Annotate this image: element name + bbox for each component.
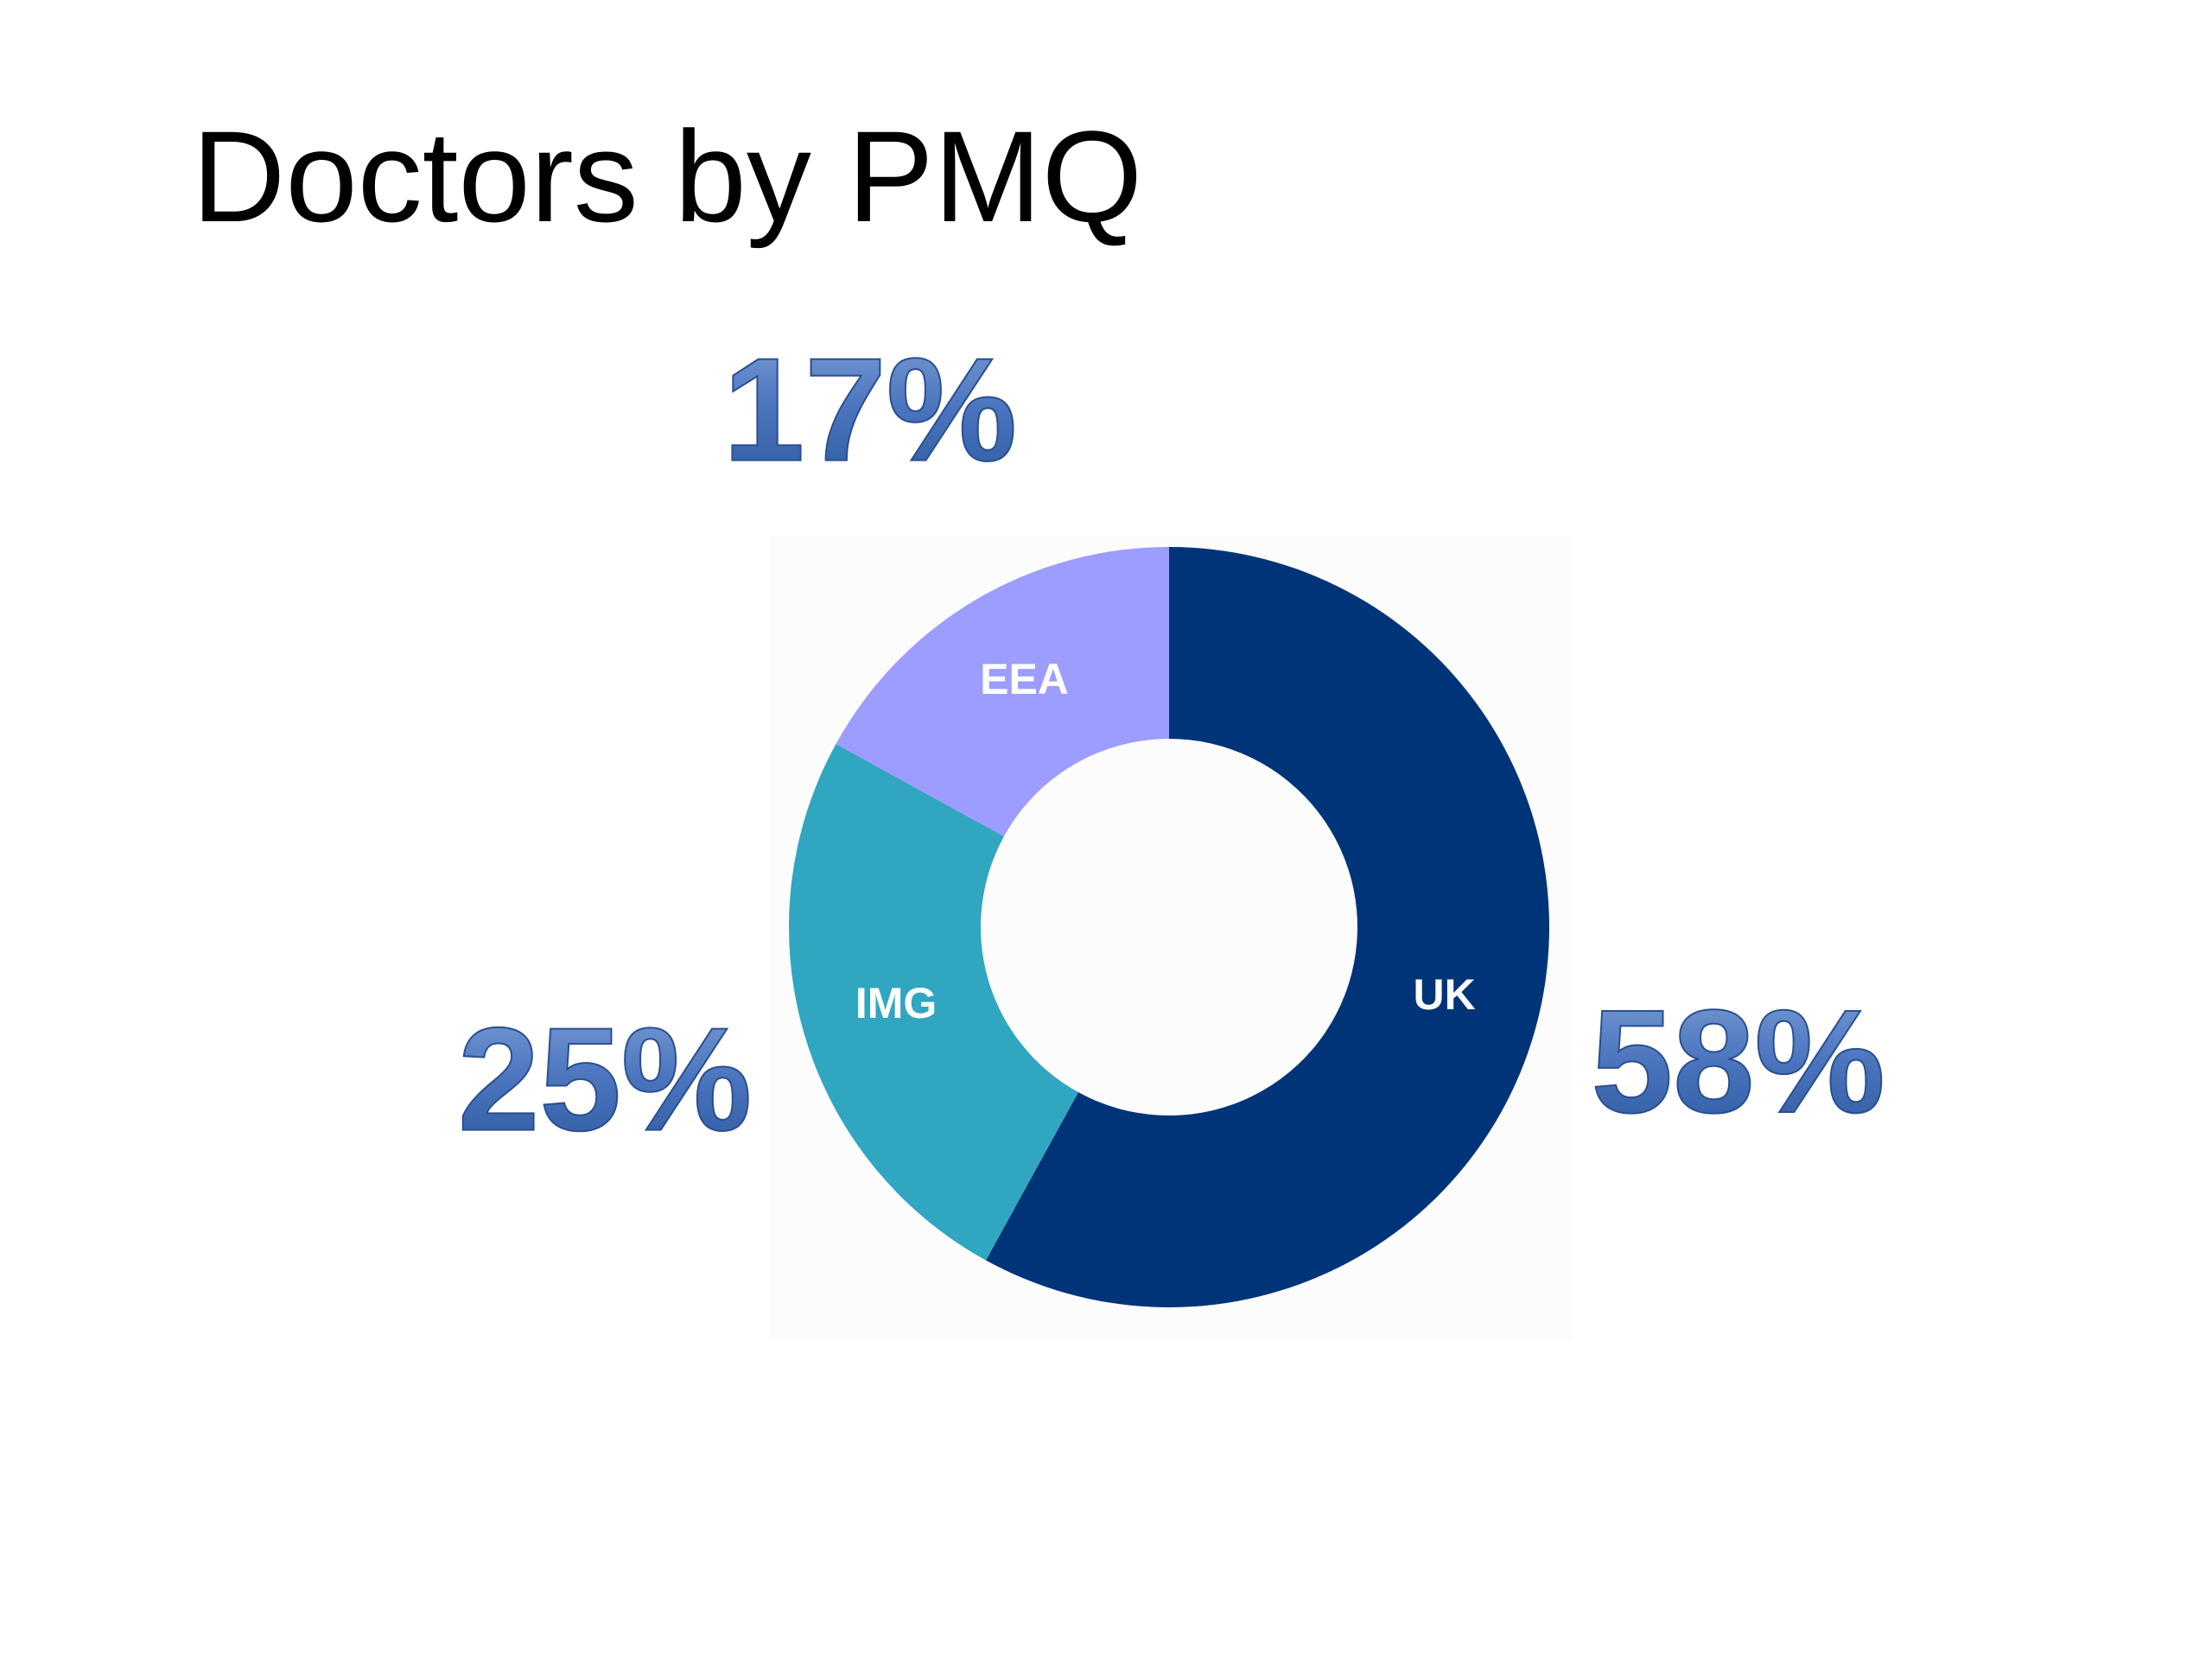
donut-slice bbox=[788, 744, 1078, 1261]
chart-title: Doctors by PMQ bbox=[192, 104, 1142, 249]
value-label: 58% bbox=[1592, 980, 1885, 1144]
value-label: 17% bbox=[723, 328, 1017, 493]
value-label: 25% bbox=[458, 998, 752, 1162]
slice-label: EEA bbox=[980, 655, 1069, 703]
slice-label: IMG bbox=[855, 979, 937, 1027]
donut-slice bbox=[836, 547, 1169, 836]
donut-slice bbox=[986, 547, 1550, 1307]
slice-label: UK bbox=[1414, 970, 1476, 1019]
